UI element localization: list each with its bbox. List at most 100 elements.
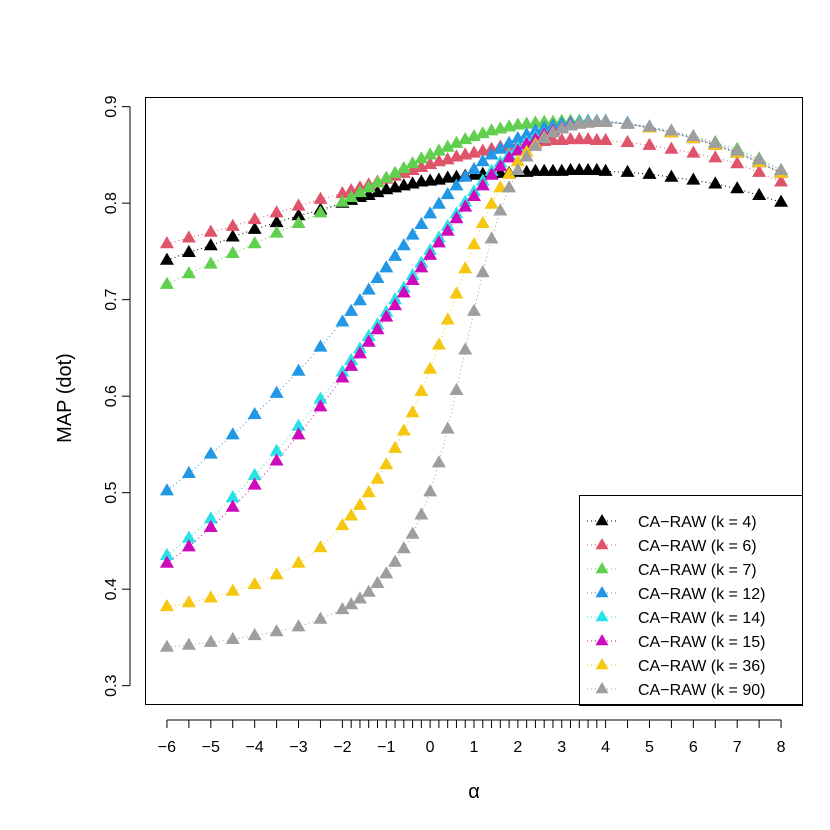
data-point (291, 427, 306, 440)
data-point (502, 135, 517, 148)
data-point (752, 187, 767, 201)
data-point (335, 517, 350, 531)
series-line (166, 169, 782, 261)
data-point (581, 131, 596, 145)
data-point (396, 285, 411, 298)
x-tick-label: −2 (333, 739, 351, 756)
data-point (581, 162, 596, 175)
legend-label: CA−RAW (k = 90) (638, 682, 765, 699)
data-point (537, 163, 552, 176)
y-tick-label: 0.7 (103, 288, 120, 310)
data-point (313, 399, 328, 412)
data-point (352, 346, 367, 359)
y-tick-label: 0.9 (103, 95, 120, 117)
data-point (361, 334, 376, 347)
data-point (379, 260, 394, 273)
data-point (510, 154, 525, 167)
data-point (313, 205, 328, 218)
data-point (388, 165, 403, 178)
data-point (269, 385, 284, 398)
data-point (519, 149, 534, 162)
data-point (467, 161, 481, 174)
legend-marker (595, 682, 609, 694)
data-point (440, 223, 455, 236)
legend-marker (595, 586, 609, 598)
data-point (335, 314, 350, 327)
data-point (467, 188, 481, 202)
data-point (225, 583, 240, 596)
data-point (620, 134, 635, 147)
data-point (572, 162, 587, 175)
data-point (493, 180, 508, 193)
data-point (431, 196, 446, 209)
data-point (484, 231, 499, 244)
data-point (774, 162, 789, 175)
data-point (352, 591, 367, 604)
data-point (181, 465, 196, 478)
data-point (528, 163, 543, 176)
data-point (752, 164, 767, 177)
x-tick-label: 6 (689, 739, 698, 756)
data-point (396, 541, 411, 554)
x-axis-title: α (468, 781, 480, 803)
data-point (203, 224, 218, 237)
x-tick-label: 5 (645, 739, 654, 756)
data-point (502, 166, 517, 179)
data-point (686, 145, 701, 158)
data-point (642, 137, 657, 150)
x-tick-label: 0 (426, 739, 435, 756)
data-point (388, 440, 403, 453)
data-point (361, 584, 376, 597)
data-point (225, 631, 240, 644)
data-point (449, 382, 464, 395)
data-point (159, 547, 174, 561)
x-tick-label: −5 (202, 739, 220, 756)
y-tick-label: 0.8 (103, 192, 120, 214)
legend-label: CA−RAW (k = 15) (638, 634, 765, 651)
data-point (475, 265, 490, 278)
data-point (335, 194, 350, 207)
legend-item: CA−RAW (k = 7) (587, 562, 757, 579)
data-point (730, 181, 745, 194)
data-point (449, 135, 464, 148)
data-point (269, 443, 284, 456)
data-point (510, 162, 525, 175)
data-point (475, 154, 490, 167)
data-point (388, 554, 403, 567)
data-point (159, 639, 174, 652)
x-tick-label: 7 (733, 739, 742, 756)
legend-box (579, 495, 803, 706)
data-point (458, 169, 473, 182)
data-point (313, 391, 328, 404)
data-point (379, 170, 394, 183)
data-point (563, 162, 578, 175)
data-point (414, 383, 429, 396)
data-point (440, 421, 455, 434)
data-point (598, 114, 613, 127)
data-point (537, 130, 552, 144)
data-point (370, 471, 385, 484)
data-point (598, 163, 613, 176)
legend: CA−RAW (k = 4) CA−RAW (k = 6) CA−RAW (k = … (579, 495, 803, 706)
data-point (664, 169, 679, 182)
legend-label: CA−RAW (k = 7) (638, 562, 757, 579)
data-point (642, 166, 657, 179)
data-point (708, 176, 723, 189)
data-point (203, 511, 218, 524)
data-point (181, 637, 196, 650)
data-point (269, 225, 284, 238)
plot-frame (145, 97, 803, 705)
data-point (396, 160, 411, 174)
legend-label: CA−RAW (k = 4) (638, 514, 757, 531)
data-point (344, 508, 359, 521)
y-tick-label: 0.5 (103, 481, 120, 503)
data-point (528, 138, 543, 151)
data-point (510, 130, 525, 144)
data-point (563, 131, 578, 145)
data-point (414, 260, 429, 273)
data-point (352, 497, 367, 510)
data-point (370, 575, 385, 589)
series-line (166, 120, 782, 492)
data-point (247, 221, 262, 234)
data-point (620, 116, 635, 129)
